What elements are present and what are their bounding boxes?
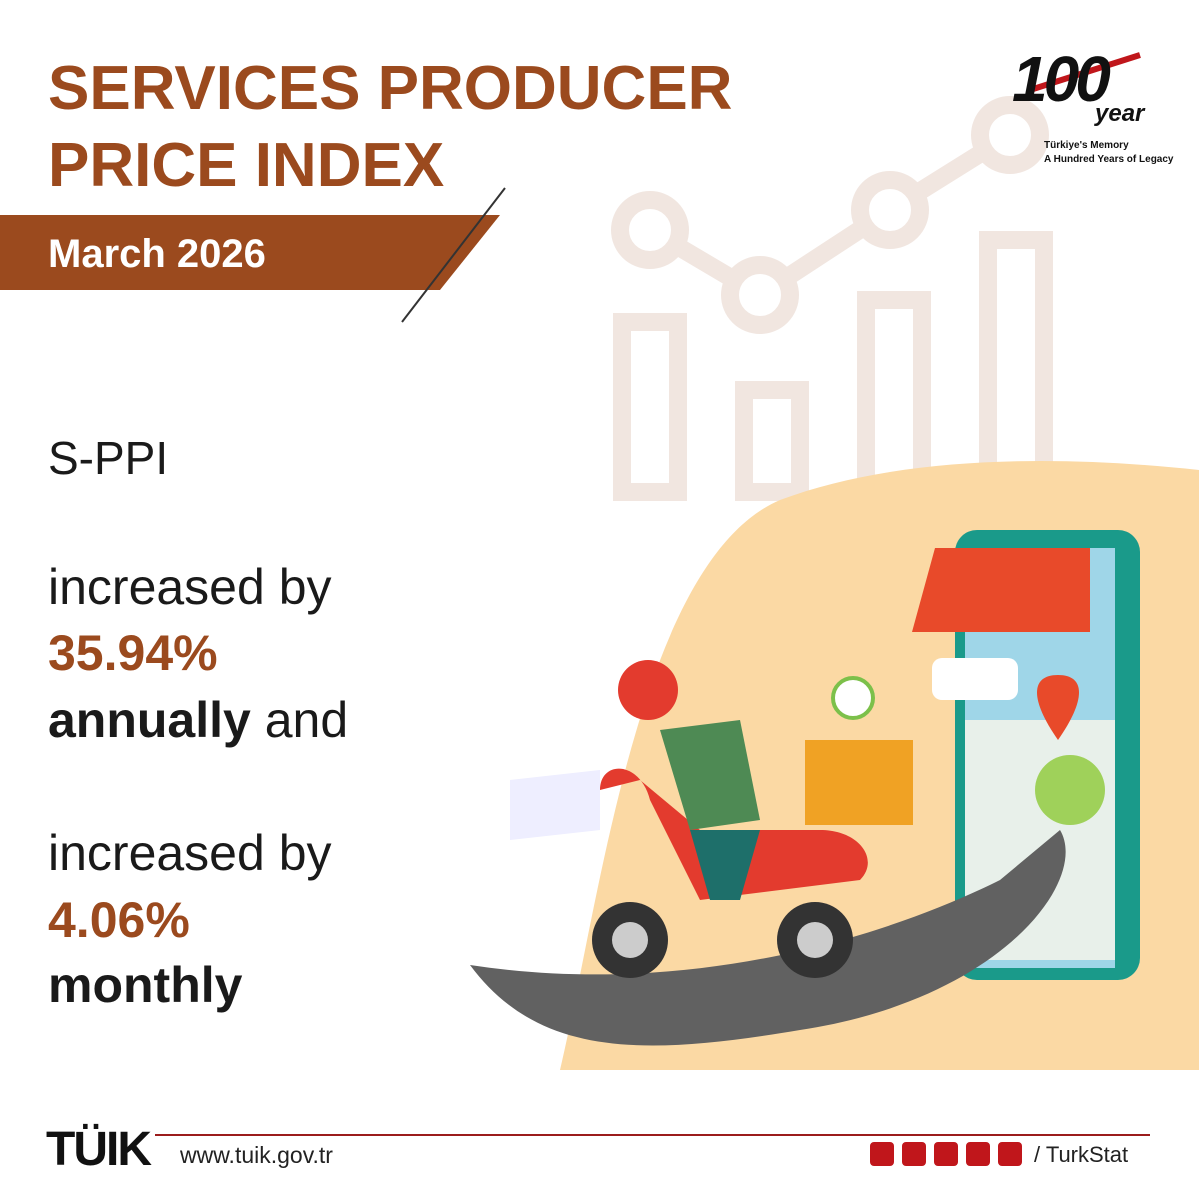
indicator: S-PPI [48,432,169,484]
social-icons [870,1142,1022,1166]
period: March 2026 [48,232,266,276]
conjunction: and [264,692,349,748]
value: 4.06% [48,892,190,948]
road [470,830,1066,1046]
rider-head [618,660,678,720]
bg-chart [611,96,1053,501]
value: 35.94% [48,625,218,681]
title-line: SERVICES PRODUCER [48,54,733,123]
badge-word: year [1095,100,1145,127]
period-band [0,215,500,290]
title-line: PRICE INDEX [48,131,445,200]
headlight [510,770,600,840]
logo: TÜIK [46,1123,152,1176]
badge-number: 100 [1012,43,1111,115]
period-word: annually [48,692,251,748]
handle: / TurkStat [1034,1142,1129,1167]
awning [912,548,1090,632]
period-word: monthly [48,957,243,1013]
url[interactable]: www.tuik.gov.tr [180,1142,333,1168]
badge-line: A Hundred Years of Legacy [1044,154,1174,165]
verb: increased by [48,825,332,881]
badge-line: Türkiye's Memory [1044,140,1129,151]
verb: increased by [48,559,332,615]
box [805,740,913,825]
